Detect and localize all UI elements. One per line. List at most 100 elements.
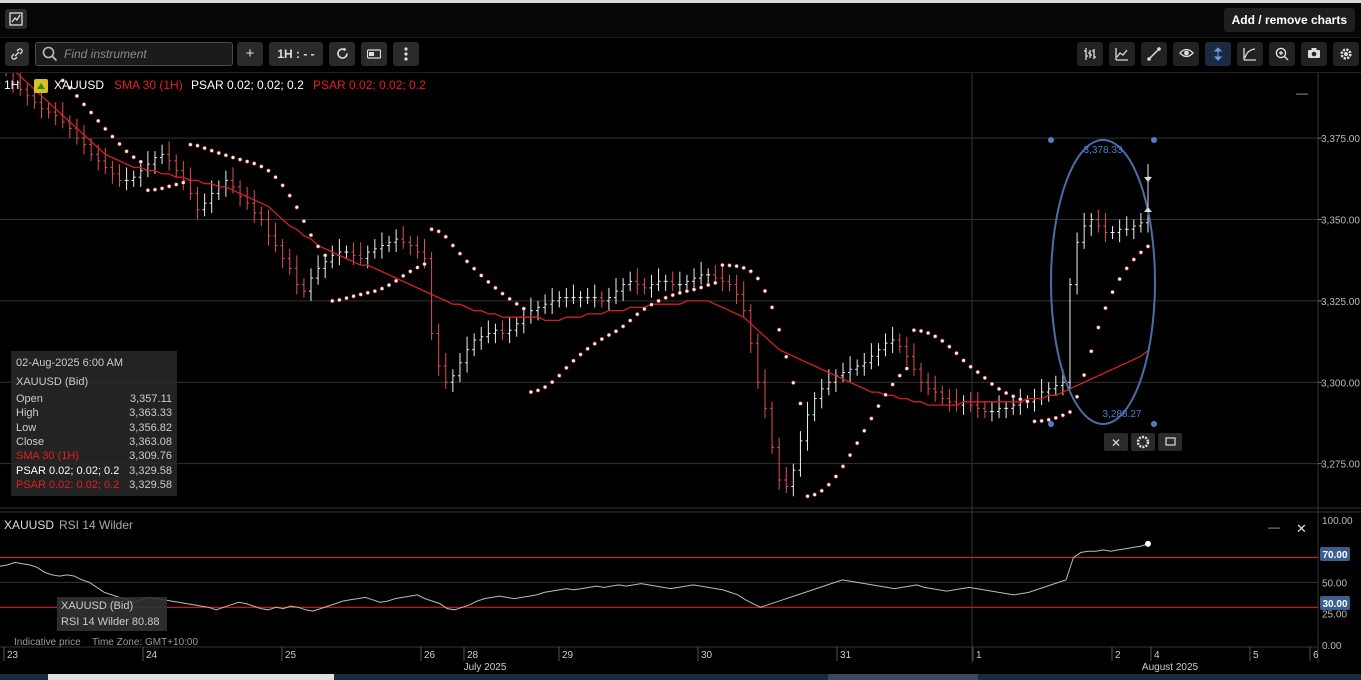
psar-dot (1004, 390, 1009, 396)
psar-dot (237, 157, 243, 162)
psar-dot (876, 403, 881, 409)
psar-dot (287, 193, 292, 198)
time-tick-label: 2 (1115, 650, 1121, 661)
rsi-panel-close[interactable]: ✕ (1296, 521, 1307, 536)
psar-dot (847, 453, 853, 458)
psar-dot (103, 126, 108, 131)
psar-dot (649, 302, 654, 307)
cursor-icon[interactable] (1205, 42, 1231, 66)
psar-dot (479, 273, 484, 278)
scrollbar-range[interactable] (828, 674, 978, 680)
psar-dot (677, 290, 682, 296)
legend-symbol[interactable]: XAUUSD (54, 78, 105, 92)
psar-dot (691, 287, 697, 292)
rsi-tooltip-title: XAUUSD (Bid) (61, 600, 134, 612)
psar-dot (415, 265, 420, 270)
ellipse-handle[interactable] (1151, 421, 1157, 427)
legend-psar-red[interactable]: PSAR 0.02; 0.02; 0.2 (313, 78, 426, 92)
psar-dot (89, 110, 94, 115)
search-input[interactable] (62, 45, 226, 63)
psar-dot (521, 306, 526, 311)
psar-dot (1117, 276, 1122, 282)
psar-dot (571, 358, 576, 363)
ellipse-annotation[interactable]: 3,378.33 3,288.27 (1048, 137, 1157, 427)
horizontal-scrollbar[interactable] (0, 674, 1361, 680)
price-panel-minimize[interactable]: — (1296, 86, 1308, 100)
psar-dot (684, 288, 690, 294)
curve-icon[interactable] (1237, 42, 1263, 66)
psar-dot (124, 149, 129, 154)
psar-dot (337, 297, 342, 303)
psar-dot (699, 285, 704, 290)
layout-toggle-icon[interactable] (361, 42, 387, 66)
month-label: July 2025 (464, 662, 507, 673)
annotation-copy-icon[interactable] (1165, 437, 1176, 446)
psar-dot (408, 269, 413, 274)
psar-dot (1131, 257, 1136, 262)
ellipse-handle[interactable] (1048, 421, 1054, 427)
legend-sma[interactable]: SMA 30 (1H) (114, 78, 183, 92)
eye-icon[interactable] (1173, 42, 1199, 66)
gear-icon[interactable] (1333, 42, 1359, 66)
time-tick-label: 6 (1313, 650, 1319, 661)
info-row-value: 3,329.58 (129, 464, 172, 477)
psar-dot (940, 338, 945, 343)
add-remove-charts-button[interactable]: Add / remove charts (1223, 8, 1355, 32)
psar-dot (840, 464, 846, 469)
price-axis: 3,375.00 3,350.00 3,325.00 3,300.00 3,275.00… (1318, 134, 1360, 652)
info-row-value: 3,363.33 (129, 407, 172, 420)
bar-style-icon[interactable] (1077, 42, 1103, 66)
psar-dot (1096, 325, 1101, 330)
info-row: SMA 30 (1H) 3,309.76 (16, 450, 172, 464)
annotation-top-value: 3,378.33 (1084, 145, 1123, 156)
psar-dot (1025, 399, 1030, 404)
zoom-icon[interactable] (1269, 42, 1295, 66)
timezone-label: Time Zone: GMT+10:00 (92, 637, 198, 648)
psar-dot (60, 78, 65, 83)
instrument-search-box[interactable] (35, 42, 233, 66)
info-row: Low 3,356.82 (16, 422, 172, 436)
psar-dot (1103, 305, 1108, 311)
info-row-value: 3,363.08 (129, 435, 172, 448)
price-chart[interactable]: 3,375.00 3,350.00 3,325.00 3,300.00 3,275.00… (0, 73, 1361, 673)
legend-timeframe: 1H (4, 78, 20, 92)
rsi-panel-minimize[interactable]: — (1268, 520, 1280, 534)
psar-dot (947, 344, 952, 349)
annotation-settings-icon[interactable] (1136, 435, 1150, 449)
chart-toolbar: + 1H : - - (0, 38, 1361, 73)
psar-dot (855, 441, 860, 446)
draw-line-icon[interactable] (1141, 42, 1167, 66)
ellipse-handle[interactable] (1151, 137, 1157, 143)
rsi-tick-label: 0.00 (1322, 641, 1342, 652)
indicator-icon[interactable] (1109, 42, 1135, 66)
psar-dot (74, 93, 80, 99)
time-tick-label: 26 (424, 650, 436, 661)
psar-dot (131, 155, 136, 160)
rsi-indicator-label: RSI 14 Wilder (59, 518, 133, 532)
camera-icon[interactable] (1301, 42, 1327, 66)
ellipse-handle[interactable] (1048, 137, 1054, 143)
info-row-label: PSAR 0.02; 0.02; 0.2 (16, 478, 120, 491)
psar-dot (961, 358, 966, 363)
time-tick-label: 1 (976, 650, 982, 661)
psar-dot (883, 392, 888, 397)
chart-window-icon[interactable] (5, 9, 27, 29)
more-options-icon[interactable] (393, 42, 419, 66)
timeframe-selector[interactable]: 1H : - - (269, 42, 323, 66)
psar-dot (904, 366, 909, 371)
psar-dot (259, 164, 264, 169)
link-icon[interactable] (5, 42, 29, 66)
scrollbar-thumb[interactable] (48, 674, 334, 680)
highlight-ellipse[interactable] (1050, 139, 1156, 425)
info-row-value: 3,309.76 (129, 450, 172, 463)
psar-dot (706, 282, 711, 288)
psar-dot (1039, 418, 1044, 423)
add-instrument-button[interactable]: + (237, 42, 263, 66)
search-icon (42, 46, 58, 62)
price-tick-label: 3,325.00 (1321, 297, 1360, 308)
window-top-border (0, 0, 1361, 3)
refresh-icon[interactable] (329, 42, 355, 66)
time-tick-label: 28 (467, 650, 479, 661)
close-annotation-icon[interactable]: ✕ (1111, 436, 1121, 450)
legend-psar-white[interactable]: PSAR 0.02; 0.02; 0.2 (191, 78, 304, 92)
